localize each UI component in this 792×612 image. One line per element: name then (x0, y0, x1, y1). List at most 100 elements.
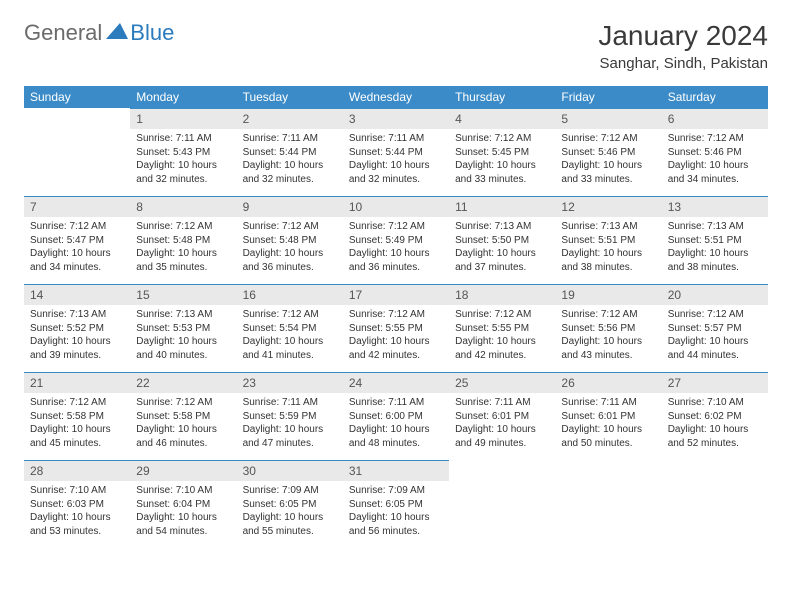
calendar-cell: 18Sunrise: 7:12 AMSunset: 5:55 PMDayligh… (449, 284, 555, 372)
day-body: Sunrise: 7:12 AMSunset: 5:57 PMDaylight:… (662, 305, 768, 368)
calendar-cell: 8Sunrise: 7:12 AMSunset: 5:48 PMDaylight… (130, 196, 236, 284)
day-number: 7 (24, 196, 130, 217)
day-body: Sunrise: 7:12 AMSunset: 5:58 PMDaylight:… (130, 393, 236, 456)
calendar-cell: 31Sunrise: 7:09 AMSunset: 6:05 PMDayligh… (343, 460, 449, 548)
calendar-cell: 29Sunrise: 7:10 AMSunset: 6:04 PMDayligh… (130, 460, 236, 548)
day-body: Sunrise: 7:10 AMSunset: 6:02 PMDaylight:… (662, 393, 768, 456)
day-number: 22 (130, 372, 236, 393)
calendar-body: 1Sunrise: 7:11 AMSunset: 5:43 PMDaylight… (24, 108, 768, 548)
page-title: January 2024 (598, 20, 768, 52)
calendar-cell: 28Sunrise: 7:10 AMSunset: 6:03 PMDayligh… (24, 460, 130, 548)
calendar-cell (24, 108, 130, 196)
day-number: 30 (237, 460, 343, 481)
calendar-week-row: 1Sunrise: 7:11 AMSunset: 5:43 PMDaylight… (24, 108, 768, 196)
day-header: Tuesday (237, 86, 343, 108)
day-number: 24 (343, 372, 449, 393)
day-header: Saturday (662, 86, 768, 108)
day-body: Sunrise: 7:09 AMSunset: 6:05 PMDaylight:… (237, 481, 343, 544)
day-number: 29 (130, 460, 236, 481)
title-block: January 2024 Sanghar, Sindh, Pakistan (598, 20, 768, 72)
day-body: Sunrise: 7:12 AMSunset: 5:45 PMDaylight:… (449, 129, 555, 192)
calendar-week-row: 7Sunrise: 7:12 AMSunset: 5:47 PMDaylight… (24, 196, 768, 284)
day-number: 31 (343, 460, 449, 481)
day-number: 10 (343, 196, 449, 217)
day-number: 1 (130, 108, 236, 129)
day-number: 27 (662, 372, 768, 393)
day-number: 15 (130, 284, 236, 305)
day-body: Sunrise: 7:12 AMSunset: 5:46 PMDaylight:… (555, 129, 661, 192)
day-number: 13 (662, 196, 768, 217)
day-body: Sunrise: 7:11 AMSunset: 5:59 PMDaylight:… (237, 393, 343, 456)
brand-text-blue: Blue (130, 20, 174, 46)
day-body: Sunrise: 7:12 AMSunset: 5:55 PMDaylight:… (343, 305, 449, 368)
day-number: 23 (237, 372, 343, 393)
day-number: 2 (237, 108, 343, 129)
calendar-cell: 9Sunrise: 7:12 AMSunset: 5:48 PMDaylight… (237, 196, 343, 284)
calendar-week-row: 14Sunrise: 7:13 AMSunset: 5:52 PMDayligh… (24, 284, 768, 372)
calendar-cell: 20Sunrise: 7:12 AMSunset: 5:57 PMDayligh… (662, 284, 768, 372)
day-header: Wednesday (343, 86, 449, 108)
day-body: Sunrise: 7:13 AMSunset: 5:52 PMDaylight:… (24, 305, 130, 368)
day-body: Sunrise: 7:12 AMSunset: 5:55 PMDaylight:… (449, 305, 555, 368)
calendar-cell: 30Sunrise: 7:09 AMSunset: 6:05 PMDayligh… (237, 460, 343, 548)
day-body: Sunrise: 7:12 AMSunset: 5:48 PMDaylight:… (237, 217, 343, 280)
calendar-cell: 11Sunrise: 7:13 AMSunset: 5:50 PMDayligh… (449, 196, 555, 284)
calendar-cell: 3Sunrise: 7:11 AMSunset: 5:44 PMDaylight… (343, 108, 449, 196)
day-body: Sunrise: 7:12 AMSunset: 5:54 PMDaylight:… (237, 305, 343, 368)
calendar-cell: 16Sunrise: 7:12 AMSunset: 5:54 PMDayligh… (237, 284, 343, 372)
day-number: 12 (555, 196, 661, 217)
day-body: Sunrise: 7:10 AMSunset: 6:03 PMDaylight:… (24, 481, 130, 544)
day-number: 25 (449, 372, 555, 393)
day-number: 4 (449, 108, 555, 129)
calendar-cell (662, 460, 768, 548)
calendar-cell: 6Sunrise: 7:12 AMSunset: 5:46 PMDaylight… (662, 108, 768, 196)
calendar-cell: 5Sunrise: 7:12 AMSunset: 5:46 PMDaylight… (555, 108, 661, 196)
day-body: Sunrise: 7:13 AMSunset: 5:53 PMDaylight:… (130, 305, 236, 368)
day-header: Sunday (24, 86, 130, 108)
location-text: Sanghar, Sindh, Pakistan (598, 55, 768, 72)
day-body: Sunrise: 7:12 AMSunset: 5:46 PMDaylight:… (662, 129, 768, 192)
day-body: Sunrise: 7:11 AMSunset: 5:44 PMDaylight:… (237, 129, 343, 192)
calendar-cell: 12Sunrise: 7:13 AMSunset: 5:51 PMDayligh… (555, 196, 661, 284)
calendar-cell: 27Sunrise: 7:10 AMSunset: 6:02 PMDayligh… (662, 372, 768, 460)
calendar-week-row: 28Sunrise: 7:10 AMSunset: 6:03 PMDayligh… (24, 460, 768, 548)
calendar-cell: 21Sunrise: 7:12 AMSunset: 5:58 PMDayligh… (24, 372, 130, 460)
brand-text-general: General (24, 20, 102, 46)
day-body: Sunrise: 7:12 AMSunset: 5:49 PMDaylight:… (343, 217, 449, 280)
calendar-cell: 2Sunrise: 7:11 AMSunset: 5:44 PMDaylight… (237, 108, 343, 196)
day-number: 5 (555, 108, 661, 129)
day-number: 16 (237, 284, 343, 305)
day-body: Sunrise: 7:12 AMSunset: 5:47 PMDaylight:… (24, 217, 130, 280)
day-body: Sunrise: 7:10 AMSunset: 6:04 PMDaylight:… (130, 481, 236, 544)
calendar-cell: 22Sunrise: 7:12 AMSunset: 5:58 PMDayligh… (130, 372, 236, 460)
calendar-cell: 25Sunrise: 7:11 AMSunset: 6:01 PMDayligh… (449, 372, 555, 460)
day-number: 19 (555, 284, 661, 305)
calendar-cell: 10Sunrise: 7:12 AMSunset: 5:49 PMDayligh… (343, 196, 449, 284)
day-number: 21 (24, 372, 130, 393)
calendar-cell (449, 460, 555, 548)
day-header: Monday (130, 86, 236, 108)
day-body: Sunrise: 7:11 AMSunset: 6:01 PMDaylight:… (555, 393, 661, 456)
day-body: Sunrise: 7:11 AMSunset: 5:43 PMDaylight:… (130, 129, 236, 192)
calendar-cell: 19Sunrise: 7:12 AMSunset: 5:56 PMDayligh… (555, 284, 661, 372)
calendar-cell: 24Sunrise: 7:11 AMSunset: 6:00 PMDayligh… (343, 372, 449, 460)
calendar-cell: 13Sunrise: 7:13 AMSunset: 5:51 PMDayligh… (662, 196, 768, 284)
calendar-cell: 26Sunrise: 7:11 AMSunset: 6:01 PMDayligh… (555, 372, 661, 460)
day-body: Sunrise: 7:09 AMSunset: 6:05 PMDaylight:… (343, 481, 449, 544)
calendar-cell (555, 460, 661, 548)
day-number: 11 (449, 196, 555, 217)
day-number: 6 (662, 108, 768, 129)
day-number: 26 (555, 372, 661, 393)
brand-triangle-icon (106, 23, 128, 44)
day-body: Sunrise: 7:11 AMSunset: 5:44 PMDaylight:… (343, 129, 449, 192)
calendar-cell: 7Sunrise: 7:12 AMSunset: 5:47 PMDaylight… (24, 196, 130, 284)
calendar-cell: 15Sunrise: 7:13 AMSunset: 5:53 PMDayligh… (130, 284, 236, 372)
day-body: Sunrise: 7:13 AMSunset: 5:51 PMDaylight:… (555, 217, 661, 280)
day-number: 9 (237, 196, 343, 217)
calendar-cell: 17Sunrise: 7:12 AMSunset: 5:55 PMDayligh… (343, 284, 449, 372)
day-number: 18 (449, 284, 555, 305)
day-number: 17 (343, 284, 449, 305)
day-number: 14 (24, 284, 130, 305)
day-header: Thursday (449, 86, 555, 108)
day-body: Sunrise: 7:13 AMSunset: 5:51 PMDaylight:… (662, 217, 768, 280)
